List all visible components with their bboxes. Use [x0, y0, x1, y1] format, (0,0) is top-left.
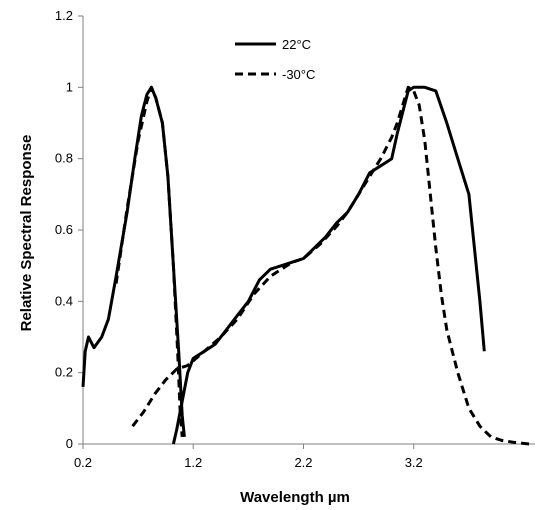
y-axis-ticks: 0 0.2 0.4 0.6 0.8 1 1.2	[55, 8, 83, 451]
series-line-segment	[81, 85, 186, 438]
y-tick-label: 1	[66, 79, 73, 94]
x-tick-label: 0.2	[74, 455, 92, 470]
series-0	[81, 85, 486, 445]
legend-label: 22°C	[282, 37, 311, 52]
series-line-segment	[171, 85, 486, 445]
legend: 22°C -30°C	[235, 37, 315, 82]
series-group	[81, 85, 530, 446]
y-tick-label: 1.2	[55, 8, 73, 23]
y-tick-label: 0	[66, 436, 73, 451]
x-tick-label: 3.2	[405, 455, 423, 470]
y-tick-label: 0.6	[55, 222, 73, 237]
y-axis-title: Relative Spectral Response	[18, 135, 35, 332]
series-1	[114, 85, 530, 446]
series-line-segment	[114, 85, 184, 438]
legend-label: -30°C	[282, 67, 315, 82]
x-axis-ticks: 0.2 1.2 2.2 3.2	[74, 444, 423, 470]
x-axis-title: Wavelength µm	[240, 489, 350, 506]
y-tick-label: 0.8	[55, 151, 73, 166]
y-tick-label: 0.4	[55, 293, 73, 308]
x-tick-label: 2.2	[294, 455, 312, 470]
y-tick-label: 0.2	[55, 365, 73, 380]
series-line-segment	[131, 85, 530, 446]
x-tick-label: 1.2	[184, 455, 202, 470]
